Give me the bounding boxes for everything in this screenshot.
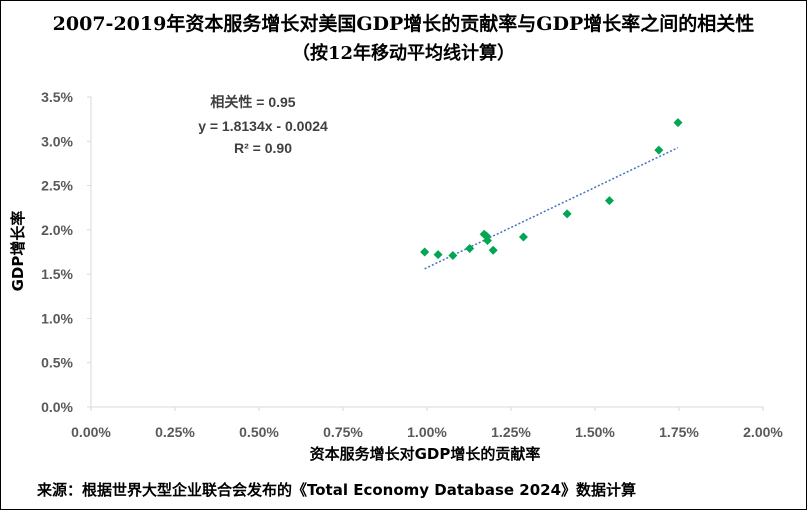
x-tick-label: 2.00% bbox=[743, 424, 783, 440]
data-point bbox=[465, 243, 475, 253]
x-tick-label: 1.50% bbox=[575, 424, 615, 440]
x-tick-label: 1.00% bbox=[407, 424, 447, 440]
data-point bbox=[604, 196, 614, 206]
x-tick-label: 0.25% bbox=[155, 424, 195, 440]
x-tick-label: 0.00% bbox=[71, 424, 111, 440]
data-point bbox=[482, 235, 492, 245]
y-tick-label: 0.0% bbox=[41, 399, 73, 415]
y-axis-label: GDP增长率 bbox=[9, 211, 27, 292]
chart-title: 2007-2019年资本服务增长对美国GDP增长的贡献率与GDP增长率之间的相关… bbox=[52, 13, 755, 35]
y-tick-label: 3.0% bbox=[41, 133, 73, 149]
data-point bbox=[433, 250, 443, 260]
data-point bbox=[654, 145, 664, 155]
x-tick-label: 1.25% bbox=[491, 424, 531, 440]
data-point bbox=[488, 245, 498, 255]
correlation-label: 相关性 = 0.95 bbox=[210, 94, 295, 110]
regression-equation: y = 1.8134x - 0.0024 bbox=[198, 118, 328, 134]
trendline bbox=[424, 146, 679, 270]
data-point bbox=[420, 247, 430, 257]
y-tick-label: 2.0% bbox=[41, 222, 73, 238]
x-tick-label: 1.75% bbox=[659, 424, 699, 440]
chart-subtitle: （按12年移动平均线计算） bbox=[291, 43, 516, 64]
axes bbox=[87, 96, 764, 411]
tick-labels: 0.00% 0.25% 0.50% 0.75% 1.00% 1.25% 1.50% 1.75%… bbox=[41, 89, 783, 440]
y-tick-label: 1.5% bbox=[41, 266, 73, 282]
source-note: 来源：根据世界大型企业联合会发布的《Total Economy Database… bbox=[37, 481, 637, 499]
x-tick-label: 0.75% bbox=[323, 424, 363, 440]
data-point bbox=[673, 118, 683, 128]
data-point bbox=[562, 209, 572, 219]
data-point bbox=[518, 232, 528, 242]
x-tick-label: 0.50% bbox=[239, 424, 279, 440]
y-tick-label: 0.5% bbox=[41, 355, 73, 371]
y-tick-label: 3.5% bbox=[41, 89, 73, 105]
data-point bbox=[448, 251, 458, 261]
data-points bbox=[420, 118, 683, 261]
y-tick-label: 1.0% bbox=[41, 310, 73, 326]
x-axis-label: 资本服务增长对GDP增长的贡献率 bbox=[310, 445, 541, 463]
r-squared-label: R² = 0.90 bbox=[234, 140, 292, 156]
y-tick-label: 2.5% bbox=[41, 178, 73, 194]
